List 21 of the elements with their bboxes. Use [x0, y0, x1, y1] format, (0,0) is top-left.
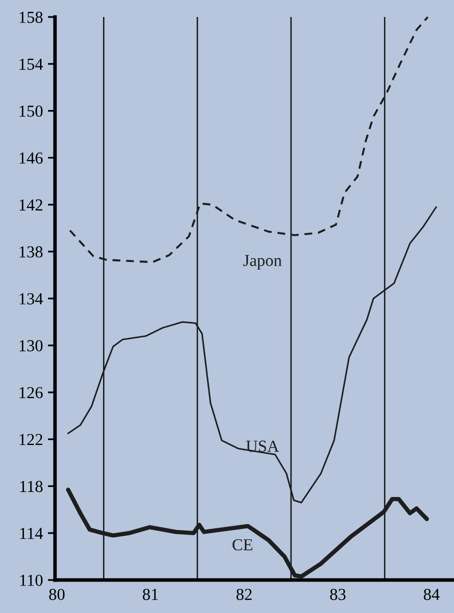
x-tick-label: 84: [424, 588, 440, 600]
y-tick-label: 146: [20, 152, 43, 164]
x-tick-label: 81: [142, 588, 158, 600]
y-tick-label: 114: [20, 528, 43, 539]
y-tick-label: 150: [20, 106, 43, 117]
y-tick-label: 142: [20, 199, 42, 210]
y-tick-label: 110: [20, 574, 43, 586]
y-tick-label: 154: [20, 58, 43, 70]
series-label: CE: [232, 539, 252, 550]
series-label: Japon: [243, 255, 282, 270]
y-tick-label: 158: [20, 12, 43, 23]
x-tick-label: 80: [49, 588, 65, 600]
y-tick-label: 126: [20, 387, 43, 398]
y-tick-label: 130: [20, 340, 43, 352]
series-label: USA: [246, 440, 280, 452]
y-tick-label: 118: [20, 480, 43, 492]
x-tick-label: 82: [236, 588, 252, 600]
y-tick-label: 138: [20, 246, 43, 258]
x-tick-label: 83: [330, 588, 346, 600]
y-tick-label: 134: [20, 293, 43, 304]
y-tick-label: 122: [20, 434, 42, 446]
